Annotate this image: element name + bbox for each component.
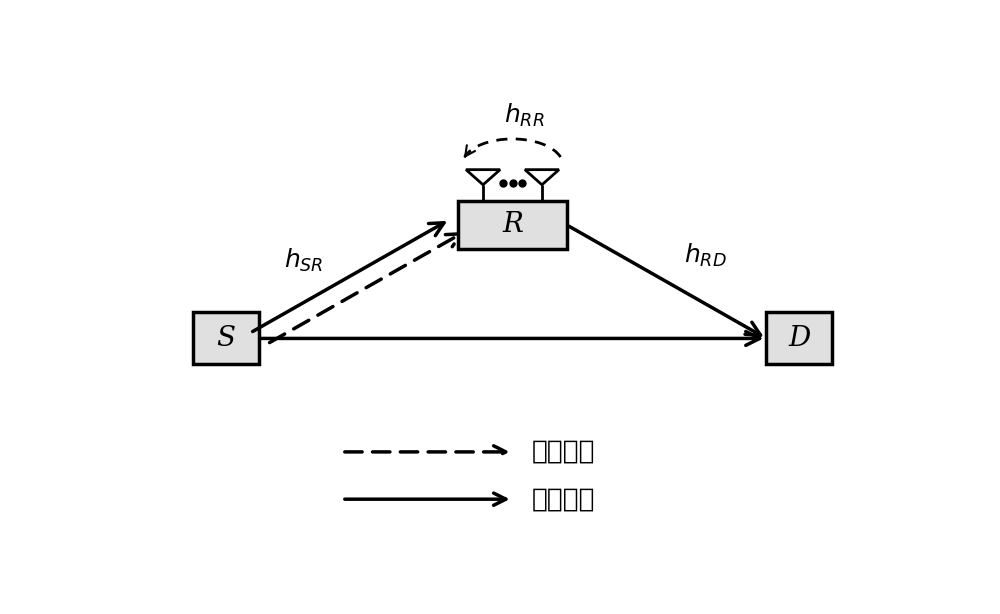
Text: $h_{RR}$: $h_{RR}$ bbox=[504, 103, 544, 130]
Text: R: R bbox=[502, 211, 523, 238]
Text: S: S bbox=[216, 325, 235, 352]
Bar bbox=[458, 201, 567, 249]
Polygon shape bbox=[466, 169, 500, 185]
Text: 信息传输: 信息传输 bbox=[532, 486, 595, 512]
Polygon shape bbox=[525, 169, 559, 185]
Text: 能量采集: 能量采集 bbox=[532, 439, 595, 465]
Text: $h_{SR}$: $h_{SR}$ bbox=[284, 247, 324, 274]
Text: $h_{RD}$: $h_{RD}$ bbox=[684, 242, 727, 270]
Bar bbox=[193, 313, 259, 365]
Bar bbox=[766, 313, 832, 365]
Text: D: D bbox=[788, 325, 810, 352]
